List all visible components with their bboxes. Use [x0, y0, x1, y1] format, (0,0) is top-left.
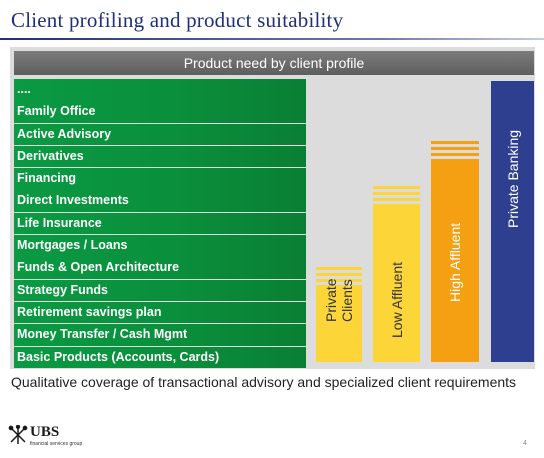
bar-stripes [316, 267, 362, 285]
logo-wordmark: UBS [30, 424, 60, 440]
logo-subtitle: financial services group [30, 441, 83, 447]
product-row-mortgages-loans: Mortgages / Loans [14, 235, 306, 257]
bar-stripes [431, 141, 479, 159]
caption: Qualitative coverage of transactional ad… [11, 374, 517, 390]
product-row-more: .... [14, 79, 306, 101]
bar-body [491, 81, 534, 362]
segment-label-private-banking: Private Banking [504, 129, 521, 228]
product-row-direct-investments: Direct Investments [14, 190, 306, 212]
product-row-strategy-funds: Strategy Funds [14, 279, 306, 302]
segment-label-private-clients: Private Clients [323, 278, 355, 322]
page-number: 4 [523, 440, 527, 447]
product-row-basic-products: Basic Products (Accounts, Cards) [14, 346, 306, 369]
product-row-money-transfer: Money Transfer / Cash Mgmt [14, 324, 306, 346]
bar-stripes [373, 186, 420, 204]
segment-bar-low-affluent: Low Affluent [373, 186, 420, 362]
segment-bar-private-banking: Private Banking [491, 81, 534, 362]
bar-body [373, 204, 420, 362]
slide-title: Client profiling and product suitability [11, 8, 344, 32]
segment-bar-high-affluent: High Affluent [431, 141, 479, 362]
bar-body [431, 159, 479, 362]
bar-body [316, 285, 362, 362]
product-row-life-insurance: Life Insurance [14, 212, 306, 235]
product-row-funds-open-architecture: Funds & Open Architecture [14, 257, 306, 279]
panel-header: Product need by client profile [14, 51, 534, 75]
product-list: .... Family Office Active Advisory Deriv… [14, 79, 306, 369]
segment-bar-private-clients: Private Clients [316, 267, 362, 362]
product-row-family-office: Family Office [14, 101, 306, 123]
product-row-retirement-savings: Retirement savings plan [14, 301, 306, 324]
product-row-derivatives: Derivatives [14, 145, 306, 168]
title-divider [0, 38, 544, 40]
product-row-financing: Financing [14, 168, 306, 190]
segment-label-high-affluent: High Affluent [447, 222, 463, 302]
segment-label-low-affluent: Low Affluent [388, 261, 405, 338]
keys-icon [8, 425, 28, 444]
product-row-active-advisory: Active Advisory [14, 123, 306, 146]
ubs-logo: UBS financial services group [8, 424, 98, 450]
